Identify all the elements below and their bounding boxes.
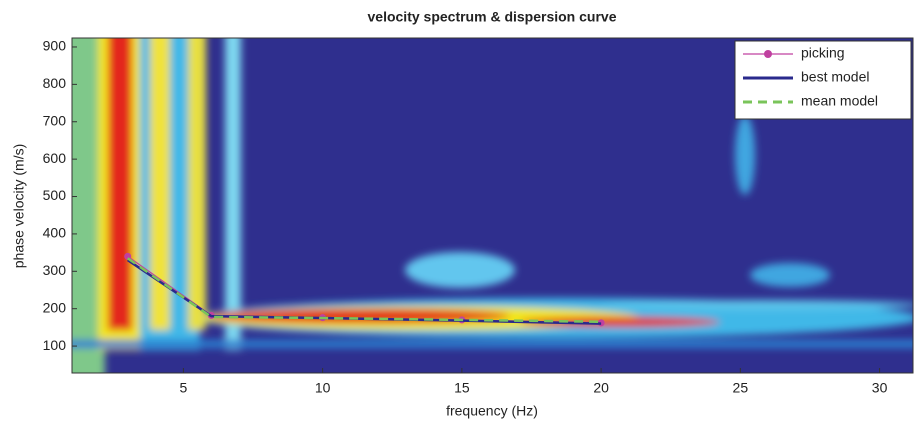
legend <box>734 40 912 120</box>
legend-marker <box>764 50 772 58</box>
legend-label: mean model <box>801 93 878 109</box>
y-tick-label: 100 <box>43 337 67 353</box>
y-tick-label: 800 <box>43 75 67 91</box>
y-axis-label: phase velocity (m/s) <box>11 144 27 268</box>
y-tick-label: 600 <box>43 150 67 166</box>
y-tick-label: 400 <box>43 225 67 241</box>
x-tick-label: 30 <box>872 380 888 396</box>
y-tick-label: 700 <box>43 112 67 128</box>
x-tick-label: 25 <box>733 380 749 396</box>
y-tick-label: 200 <box>43 299 67 315</box>
chart-title: velocity spectrum & dispersion curve <box>368 9 617 25</box>
legend-label: best model <box>801 69 869 85</box>
plot-frame <box>71 37 914 374</box>
y-tick-label: 900 <box>43 38 67 54</box>
x-tick-label: 15 <box>454 380 470 396</box>
x-tick-label: 10 <box>315 380 331 396</box>
x-tick-label: 5 <box>179 380 187 396</box>
legend-label: picking <box>801 45 845 61</box>
x-axis-label: frequency (Hz) <box>446 403 538 419</box>
y-tick-label: 500 <box>43 187 67 203</box>
y-tick-label: 300 <box>43 262 67 278</box>
series-line <box>126 257 602 324</box>
x-tick-label: 20 <box>593 380 609 396</box>
